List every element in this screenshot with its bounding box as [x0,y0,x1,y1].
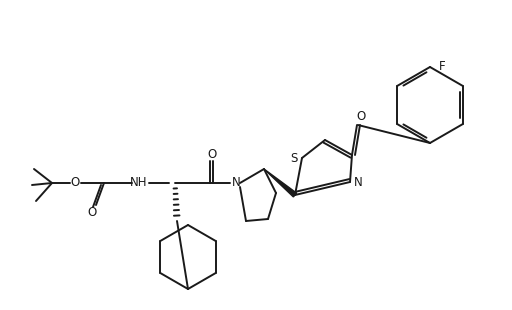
Text: F: F [439,60,445,73]
Text: O: O [88,206,97,219]
Text: O: O [70,176,80,189]
Polygon shape [264,169,296,197]
Text: O: O [207,148,216,162]
Text: N: N [354,175,362,188]
Text: S: S [290,152,297,165]
Text: NH: NH [130,176,148,189]
Text: N: N [231,176,240,189]
Text: O: O [356,110,366,123]
